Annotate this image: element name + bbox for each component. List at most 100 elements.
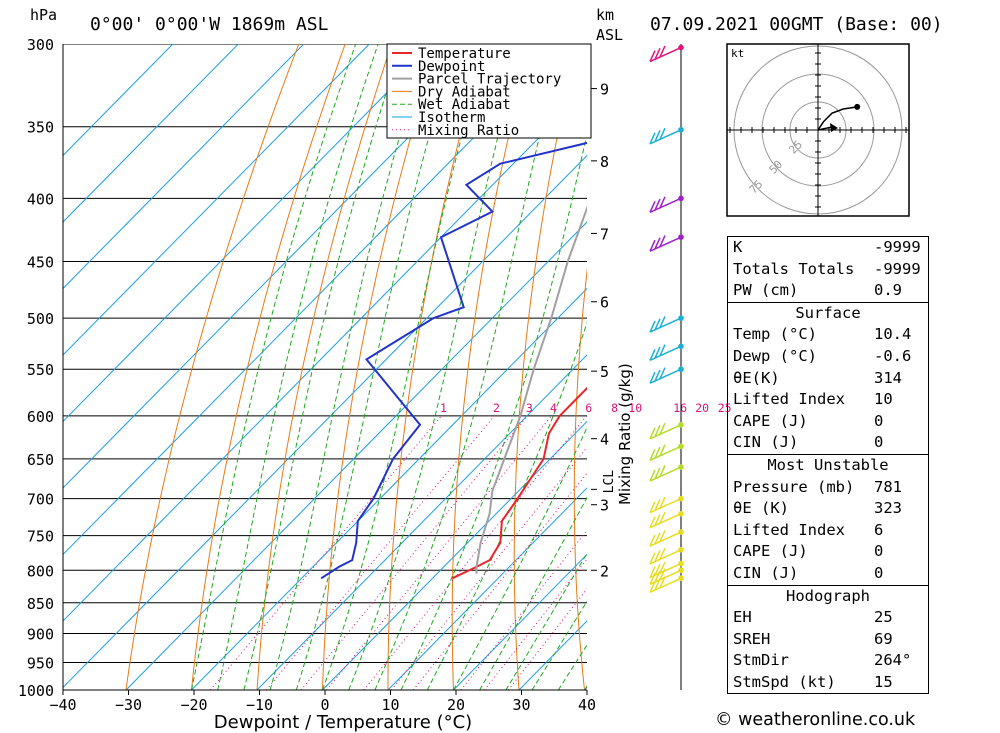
y-tick-label: 950	[27, 654, 54, 672]
y-tick-label: 800	[27, 562, 54, 580]
most-unstable-value: 323	[874, 499, 902, 518]
wind-barb-shaft	[649, 368, 682, 384]
wind-barb-flag	[654, 237, 661, 250]
mixing-ratio-label: 2	[493, 401, 500, 415]
wind-barb-flag	[659, 561, 666, 574]
hodograph-plot	[727, 44, 909, 216]
asl-axis-unit: ASL	[596, 26, 623, 44]
index-value: -9999	[874, 259, 921, 278]
y-tick-label: 450	[27, 254, 54, 272]
mixing-ratio-axis-title: Mixing Ratio (g/kg)	[616, 363, 634, 505]
mixing-ratio-line	[460, 529, 587, 690]
index-value: 0.9	[874, 281, 902, 300]
index-label: PW (cm)	[733, 281, 799, 300]
wind-barb-shaft	[649, 466, 682, 482]
wind-barb-flag	[654, 198, 661, 211]
wind-barb-flag	[659, 344, 666, 357]
isotherm-line	[63, 44, 567, 556]
mixing-ratio-label: 4	[550, 401, 557, 415]
surface-value: 10.4	[874, 325, 912, 344]
mixing-ratio-line	[326, 415, 552, 690]
hodograph-stat-value: 264°	[874, 651, 912, 670]
y-axis-title: hPa	[30, 6, 57, 24]
surface-row: Dewp (°C) -0.6	[728, 346, 928, 368]
mixing-ratio-label: 20	[695, 401, 709, 415]
mixing-ratio-label: 10	[628, 401, 642, 415]
surface-value: -0.6	[874, 346, 912, 365]
mixing-ratio-label: 16	[673, 401, 687, 415]
x-axis-title: Dewpoint / Temperature (°C)	[214, 712, 472, 733]
storm-motion-arrowhead	[830, 123, 838, 132]
wind-barb-flag	[654, 467, 661, 480]
most-unstable-value: 6	[874, 520, 884, 539]
isotherm-line	[125, 221, 587, 690]
km-tick-label: 8	[600, 153, 609, 171]
hodograph-trace	[817, 106, 858, 131]
surface-row: CIN (J) 0	[728, 432, 928, 454]
storm-motion-arrow	[817, 126, 833, 131]
hodograph-stat-value: 25	[874, 608, 893, 627]
wind-barb-flag	[659, 465, 666, 477]
most-unstable-row: CAPE (J) 0	[728, 541, 928, 563]
surface-row: Temp (°C) 10.4	[728, 324, 928, 346]
dry-adiabat-line	[322, 44, 439, 690]
wind-barb-flag	[649, 580, 656, 593]
wind-barb-flag	[649, 449, 656, 461]
wind-barb-shaft	[649, 513, 682, 529]
wind-barb-shaft	[649, 497, 682, 514]
indices-panel: K -9999 Totals Totals -9999 PW (cm) 0.9 Surfa…	[727, 236, 929, 695]
wet-adiabat-line	[217, 44, 379, 690]
y-tick-label: 400	[27, 190, 54, 208]
isotherm-line	[63, 88, 587, 622]
hodograph-end-dot	[854, 103, 861, 110]
wind-barb-shaft	[649, 577, 682, 593]
index-label: Totals Totals	[733, 259, 855, 278]
y-tick-label: 550	[27, 361, 54, 379]
wind-barb-flag	[649, 534, 656, 547]
mixing-ratio-line	[265, 415, 495, 690]
wind-barb-flag	[654, 425, 661, 437]
dry-adiabat-line	[125, 44, 300, 690]
header-text: 0°00' 0°00'W 1869m ASL km ASL 07.09.2021 00…	[90, 6, 943, 44]
surface-value: 0	[874, 433, 884, 452]
wind-barb-flag	[654, 499, 661, 511]
most-unstable-section: Most Unstable Pressure (mb) 781 θE (K) 323 L…	[728, 453, 928, 585]
wind-barb-shaft	[649, 129, 682, 145]
index-value: -9999	[874, 238, 921, 256]
surface-label: Temp (°C)	[733, 325, 817, 344]
dewpoint-line	[320, 141, 587, 580]
surface-value: 10	[874, 390, 893, 409]
most-unstable-title: Most Unstable	[767, 455, 889, 474]
wind-barb-flag	[654, 446, 661, 459]
legend-entry: Dewpoint	[418, 59, 485, 75]
isotherm-line	[387, 487, 587, 690]
wind-barb-flag	[654, 532, 661, 545]
isotherm-line	[63, 154, 587, 689]
axes: 3003504004505005506006507007508008509009…	[18, 6, 634, 733]
dry-adiabat-line	[573, 266, 587, 690]
wet-adiabat-line	[243, 44, 403, 690]
most-unstable-label: Pressure (mb)	[733, 477, 855, 496]
wind-barb-flag	[649, 516, 656, 529]
isotherm-line	[63, 44, 239, 223]
y-tick-label: 850	[27, 595, 54, 613]
mixing-ratio-labels: 1 2 3 4 6 8 10 16 20 25	[440, 401, 732, 415]
km-tick-label: 9	[600, 81, 609, 99]
km-tick-label: 7	[600, 225, 609, 243]
mixing-ratio-label: 1	[440, 401, 447, 415]
hodograph-stat-label: StmSpd (kt)	[733, 672, 836, 691]
dry-adiabat-line	[451, 44, 532, 690]
x-tick-label: 0	[320, 696, 329, 714]
temperature-line	[451, 386, 587, 580]
wind-barb-shaft	[649, 345, 682, 361]
wind-barb-flag	[654, 47, 661, 60]
wet-adiabat-line	[295, 44, 457, 690]
mixing-ratio-line	[391, 446, 587, 690]
wind-barb-flag	[649, 239, 656, 252]
profile-lines	[320, 141, 587, 580]
hodograph-stat-label: EH	[733, 608, 752, 627]
wind-barb-flag	[659, 45, 666, 58]
mixing-ratio-line	[484, 558, 587, 690]
wind-barb-shaft	[649, 424, 682, 440]
wet-adiabat-line	[400, 132, 587, 690]
